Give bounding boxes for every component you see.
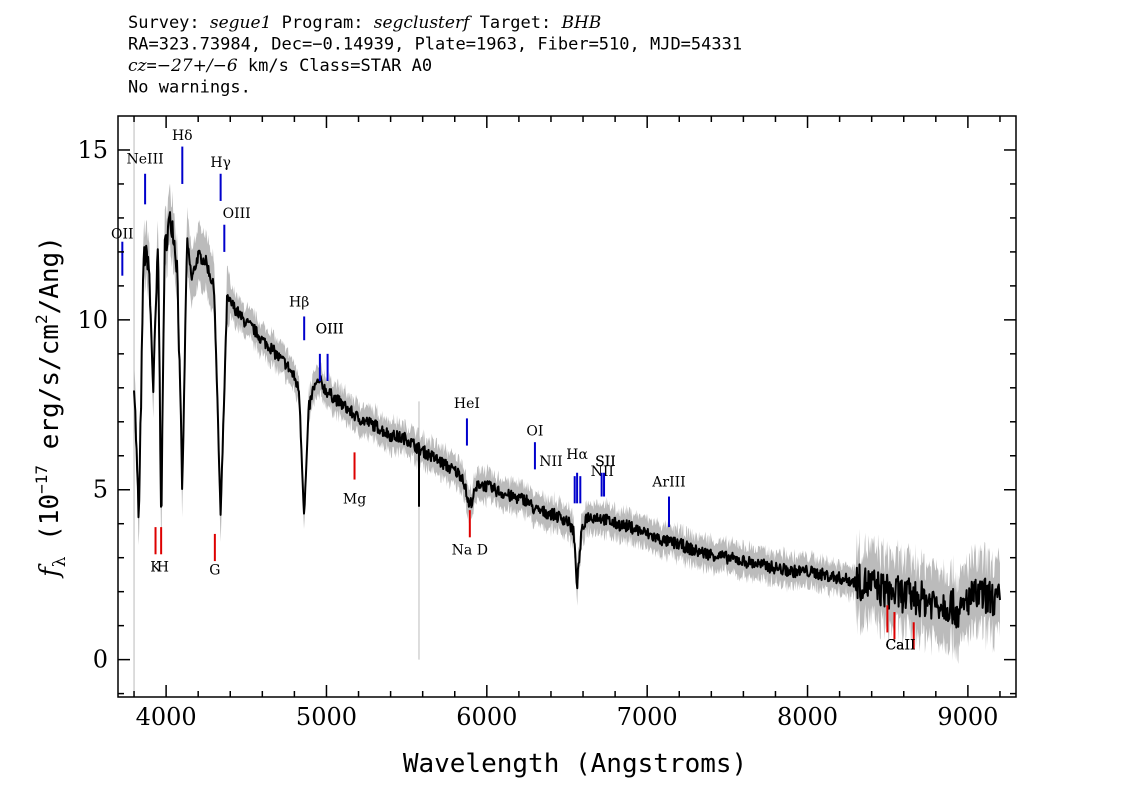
y-tick-label: 0	[93, 646, 108, 674]
header-segment: =	[146, 56, 156, 76]
error-band-area	[134, 183, 1000, 664]
emission-line-label: OIII	[316, 321, 344, 337]
emission-line-label: Hα	[566, 447, 588, 463]
absorption-line-label: G	[209, 563, 220, 579]
header-line3: cz=−27+/−6 km/s Class=STAR A0	[128, 56, 432, 76]
error-band	[133, 116, 1000, 697]
header-segment: Program:	[271, 13, 373, 33]
header-segment: cz	[128, 56, 148, 76]
y-tick-label: 5	[93, 476, 108, 504]
emission-line-label: Hβ	[289, 294, 309, 310]
absorption-line-label: H	[157, 559, 169, 575]
header-segment: No warnings.	[128, 78, 251, 98]
emission-line-label: NII	[539, 454, 562, 470]
emission-line-label: OIII	[223, 206, 251, 222]
header-line4: No warnings.	[128, 78, 251, 98]
header-segment: Target:	[469, 13, 561, 33]
emission-line-label: OII	[111, 226, 134, 242]
y-axis-title-part: −17	[32, 465, 51, 494]
header-line2: RA=323.73984, Dec=−0.14939, Plate=1963, …	[128, 35, 742, 55]
emission-line-label: OIII	[316, 321, 344, 337]
y-axis-title-part: erg/s/cm	[35, 324, 65, 465]
x-tick-label: 6000	[456, 703, 517, 731]
header-segment: segclusterf	[374, 13, 472, 33]
emission-line-label: NeIII	[127, 152, 164, 168]
spectrum-series	[133, 211, 1001, 629]
axis-labels: 4000 5000 6000 7000 8000 9000 0 5 10 15 Wavelength…	[32, 136, 998, 779]
absorption-line-label: Mg	[343, 491, 366, 507]
header-block: Survey: segue1 Program: segclusterf Targ…	[128, 13, 742, 98]
header-line1: Survey: segue1 Program: segclusterf Targ…	[128, 13, 601, 33]
header-segment: RA=323.73984, Dec=−0.14939, Plate=1963, …	[128, 35, 742, 55]
absorption-line-label: CaII	[885, 637, 915, 653]
x-tick-label: 8000	[777, 703, 838, 731]
y-axis-title-part: λ	[50, 556, 70, 567]
emission-line-label: HeI	[454, 396, 480, 412]
x-tick-label: 9000	[937, 703, 998, 731]
y-axis-title: fλ (10−17 erg/s/cm2/Ang)	[32, 236, 70, 579]
emission-line-label: SII	[595, 454, 616, 470]
header-segment: −27+/−6	[157, 56, 238, 76]
spectrum-line	[133, 211, 1001, 629]
x-axis-title: Wavelength (Angstroms)	[403, 749, 747, 779]
header-segment: segue1	[210, 13, 272, 33]
y-axis-title-part: /Ang)	[35, 236, 65, 314]
header-segment: Survey:	[128, 13, 210, 33]
header-segment: km/s Class=STAR A0	[238, 56, 432, 76]
x-tick-label: 5000	[296, 703, 357, 731]
x-tick-label: 4000	[136, 703, 197, 731]
plot-axes	[117, 115, 1017, 698]
plot-frame	[117, 115, 1017, 698]
emission-line-label: NII	[591, 464, 614, 480]
y-axis-title-part: (10	[35, 494, 65, 557]
absorption-line-label: CaII	[885, 637, 915, 653]
header-segment: BHB	[560, 13, 601, 33]
y-tick-label: 15	[77, 136, 108, 164]
emission-line-label: Hδ	[172, 128, 193, 144]
y-tick-label: 10	[77, 306, 108, 334]
y-axis-title-part: 2	[32, 314, 51, 324]
emission-line-label: OI	[526, 423, 543, 439]
absorption-line-label: K	[150, 559, 161, 575]
emission-line-label: Hγ	[210, 155, 231, 171]
absorption-line-label: Na D	[452, 542, 488, 558]
absorption-line-label: CaII	[885, 637, 915, 653]
emission-line-label: ArIII	[651, 474, 685, 490]
x-tick-label: 7000	[617, 703, 678, 731]
emission-line-label: SII	[595, 454, 616, 470]
